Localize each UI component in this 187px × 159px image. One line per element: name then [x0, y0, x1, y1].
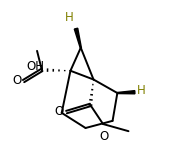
Text: OH: OH [27, 60, 45, 73]
Text: O: O [55, 105, 64, 118]
Text: O: O [12, 74, 21, 87]
Polygon shape [117, 91, 135, 94]
Text: H: H [137, 84, 145, 97]
Text: H: H [65, 11, 74, 24]
Text: O: O [99, 130, 108, 143]
Polygon shape [74, 28, 81, 48]
